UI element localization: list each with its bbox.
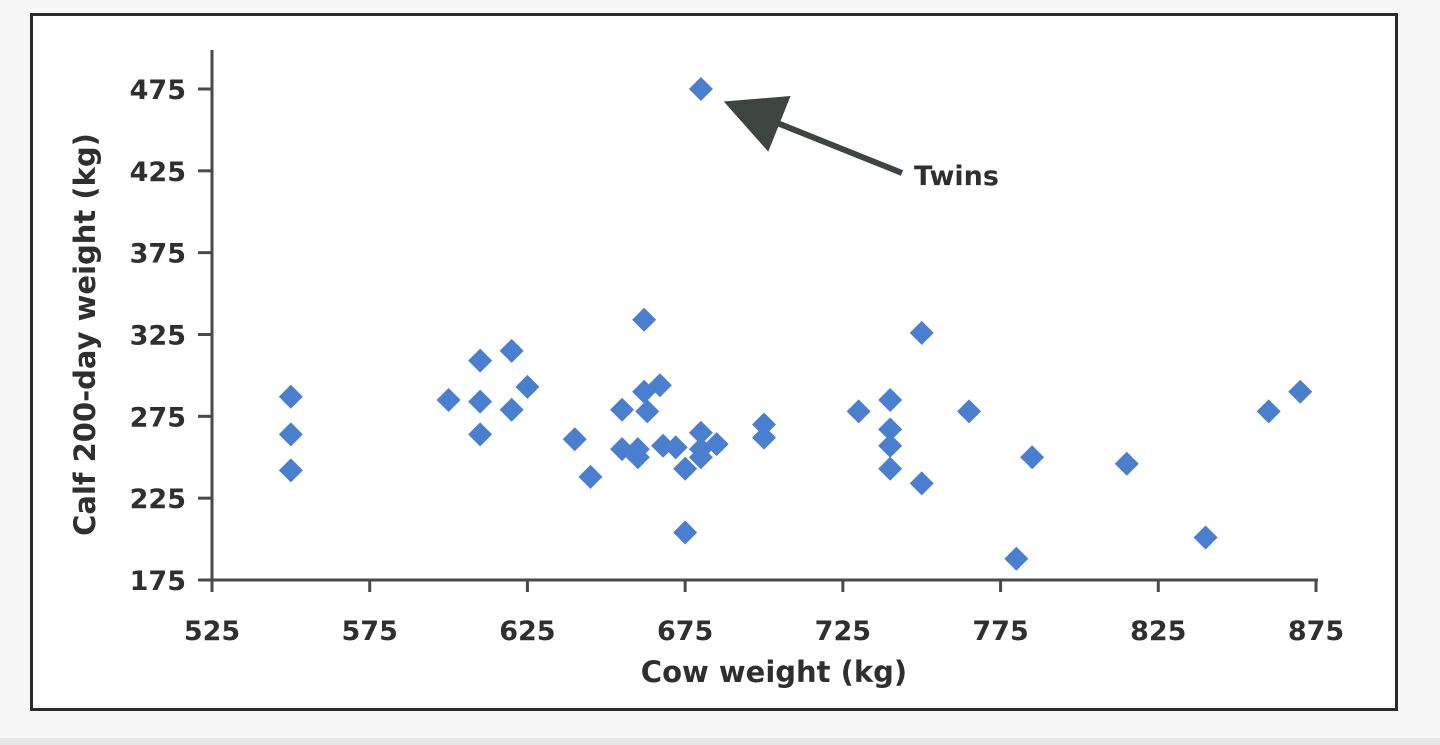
y-tick-label: 425: [130, 157, 186, 188]
data-point-diamond: [499, 338, 524, 363]
x-tick-label: 675: [657, 616, 713, 647]
data-point-diamond: [1288, 379, 1313, 404]
data-point-diamond: [846, 399, 871, 424]
data-point-diamond: [499, 397, 524, 422]
x-tick-label: 725: [815, 616, 871, 647]
x-tick-label: 875: [1288, 616, 1344, 647]
y-axis-label: Calf 200-day weight (kg): [68, 133, 102, 536]
data-point-diamond: [878, 417, 903, 442]
y-tick-label: 275: [130, 402, 186, 433]
data-point-diamond: [635, 399, 660, 424]
x-tick-label: 625: [499, 616, 555, 647]
data-points: [278, 77, 1313, 571]
data-point-diamond: [704, 432, 729, 457]
data-point-diamond: [752, 425, 776, 450]
twins-annotation-label: Twins: [914, 161, 999, 192]
data-point-diamond: [578, 464, 603, 489]
data-point-diamond: [1193, 525, 1218, 550]
data-point-diamond: [468, 389, 493, 414]
data-point-diamond: [673, 456, 698, 481]
data-point-diamond: [688, 77, 713, 101]
data-point-diamond: [1020, 445, 1045, 470]
data-point-diamond: [468, 422, 493, 447]
data-point-diamond: [278, 384, 303, 409]
data-point-diamond: [957, 399, 982, 424]
x-tick-label: 525: [184, 616, 240, 647]
data-point-diamond: [752, 412, 776, 437]
x-tick-label: 575: [342, 616, 398, 647]
data-point-diamond: [688, 445, 713, 470]
data-point-diamond: [1114, 451, 1139, 476]
chart-frame: [30, 13, 1398, 711]
y-tick-label: 325: [130, 321, 186, 352]
axes: [210, 50, 1318, 582]
data-point-diamond: [878, 433, 903, 458]
y-tick-label: 225: [130, 484, 186, 515]
data-point-diamond: [1256, 399, 1281, 424]
data-point-diamond: [562, 427, 587, 452]
data-point-diamond: [436, 387, 461, 412]
bottom-strip: [0, 738, 1440, 745]
data-point-diamond: [647, 373, 672, 398]
data-point-diamond: [625, 437, 650, 462]
data-point-diamond: [688, 420, 713, 445]
x-tick-label: 825: [1130, 616, 1186, 647]
y-tick-label: 175: [130, 566, 186, 597]
data-point-diamond: [878, 456, 903, 481]
x-axis-label: Cow weight (kg): [641, 655, 907, 689]
data-point-diamond: [909, 471, 934, 496]
twins-arrow: [723, 96, 904, 176]
data-point-diamond: [515, 374, 540, 399]
annotations: Twins: [723, 96, 999, 192]
y-tick-label: 475: [130, 75, 186, 106]
data-point-diamond: [278, 458, 303, 483]
data-point-diamond: [632, 307, 657, 332]
data-point-diamond: [909, 320, 934, 345]
x-tick-label: 775: [972, 616, 1028, 647]
y-tick-label: 375: [130, 239, 186, 270]
data-point-diamond: [278, 422, 303, 447]
data-point-diamond: [610, 397, 635, 422]
data-point-diamond: [1004, 546, 1029, 571]
data-point-diamond: [878, 387, 903, 412]
ticks: 525 575 625 675 725 775 825 875 175 225 275 325 375 4…: [130, 75, 1345, 647]
data-point-diamond: [468, 348, 493, 373]
data-point-diamond: [673, 520, 698, 545]
data-point-diamond: [663, 435, 688, 460]
